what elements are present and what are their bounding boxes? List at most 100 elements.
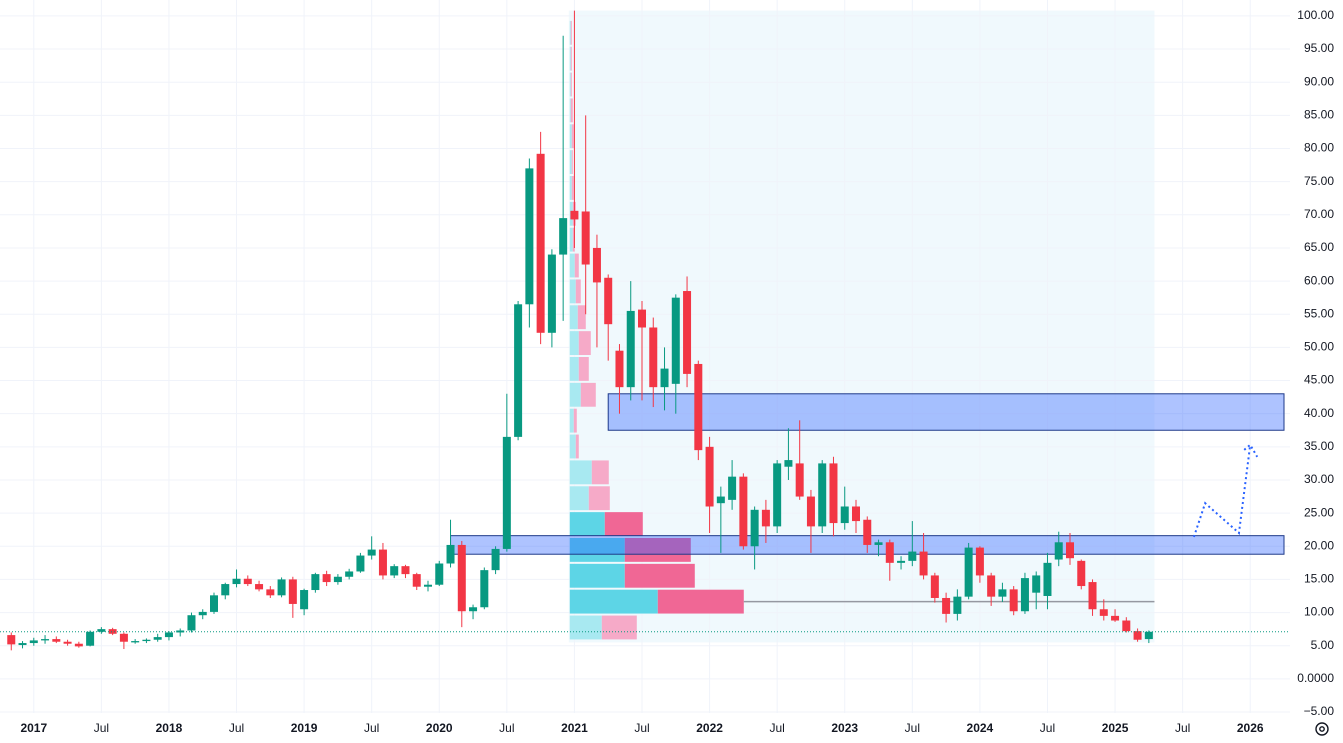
profile-sell (577, 305, 586, 330)
profile-buy (569, 563, 625, 588)
candle-body (97, 629, 106, 632)
profile-sell (570, 20, 572, 45)
profile-sell (578, 331, 591, 356)
candle-body (1043, 562, 1052, 596)
candle-body (63, 641, 72, 644)
profile-buy (569, 279, 576, 304)
profile-sell (588, 486, 610, 511)
candle-body (908, 551, 917, 561)
y-tick-label: 55.00 (1304, 306, 1334, 320)
profile-sell (571, 150, 573, 175)
overlays (0, 443, 1290, 633)
x-tick-label: Jul (905, 721, 920, 735)
x-tick-label: 2024 (967, 721, 994, 735)
profile-buy (569, 305, 578, 330)
candle-body (469, 607, 478, 612)
y-tick-label: 30.00 (1304, 472, 1334, 486)
candle-body (705, 446, 714, 507)
candle-body (964, 547, 973, 597)
candle-body (52, 639, 61, 642)
profile-sell (657, 589, 744, 614)
candle-body (559, 218, 568, 255)
candle-body (29, 640, 38, 644)
x-tick-label: 2026 (1237, 721, 1264, 735)
y-tick-label: 95.00 (1304, 41, 1334, 55)
profile-sell (572, 227, 575, 252)
candle-body (333, 576, 342, 583)
profile-sell (570, 72, 572, 97)
candle-body (840, 506, 849, 524)
candle-body (401, 566, 410, 575)
candle-body (1088, 582, 1097, 610)
y-tick-label: 5.00 (1311, 638, 1335, 652)
candle-body (795, 463, 804, 497)
candle-body (649, 327, 658, 388)
candle-body (1133, 631, 1142, 640)
x-tick-label: 2017 (20, 721, 47, 735)
profile-buy (569, 150, 572, 175)
settings-gear-hub[interactable] (1319, 726, 1325, 732)
candle-body (1077, 560, 1086, 587)
candle-body (457, 544, 466, 612)
x-tick-label: Jul (499, 721, 514, 735)
candle-body (592, 247, 601, 283)
candle-body (784, 460, 793, 467)
profile-sell (575, 279, 581, 304)
y-tick-label: 40.00 (1304, 406, 1334, 420)
candle-body (874, 542, 883, 545)
profile-buy (569, 72, 571, 97)
candle-body (773, 463, 782, 527)
candle-body (345, 571, 354, 577)
candle-body (716, 496, 725, 504)
candle-body (446, 544, 455, 564)
y-tick-label: 60.00 (1304, 273, 1334, 287)
profile-buy (569, 589, 658, 614)
profile-sell (570, 46, 572, 71)
profile-buy (569, 253, 575, 278)
profile-buy (569, 98, 571, 123)
candle-body (412, 574, 421, 587)
profile-buy (569, 460, 592, 485)
candle-body (536, 153, 545, 333)
settings-icon[interactable] (1315, 722, 1329, 736)
candle-body (998, 589, 1007, 597)
candle-body (1111, 615, 1120, 621)
profile-buy (569, 227, 573, 252)
axes: 100.00 95.00 90.00 85.00 80.00 75.00 70.00 65.0… (20, 8, 1334, 735)
profile-sell (601, 615, 637, 640)
x-tick-label: Jul (769, 721, 784, 735)
y-tick-label: 45.00 (1304, 373, 1334, 387)
candle-body (288, 579, 297, 604)
candle-body (164, 632, 173, 638)
x-tick-label: 2023 (831, 721, 858, 735)
candle-body (187, 615, 196, 631)
candle-body (131, 641, 140, 643)
candle-body (198, 611, 207, 616)
settings-gear[interactable] (1315, 722, 1329, 736)
candle-body (1066, 542, 1074, 559)
candle-body (1009, 589, 1018, 612)
candle-body (570, 210, 579, 220)
x-tick-label: Jul (364, 721, 379, 735)
profile-sell (580, 382, 596, 407)
volume-profile (569, 20, 1155, 640)
x-tick-label: 2018 (156, 721, 183, 735)
candle-body (322, 574, 331, 583)
candle-body (930, 575, 939, 598)
y-tick-label: 90.00 (1304, 74, 1334, 88)
candle-body (660, 368, 669, 388)
profile-sell (574, 253, 579, 278)
candle-body (378, 549, 387, 576)
y-tick-label: 65.00 (1304, 240, 1334, 254)
x-tick-label: Jul (1175, 721, 1190, 735)
candle-body (728, 476, 737, 500)
candle-body (683, 291, 692, 374)
profile-buy (569, 615, 602, 640)
candle-body (86, 631, 95, 646)
candle-body (1144, 631, 1153, 640)
candle-body (761, 509, 770, 527)
candle-body (987, 575, 996, 597)
candle-body (818, 463, 827, 527)
candle-body (1020, 578, 1029, 612)
